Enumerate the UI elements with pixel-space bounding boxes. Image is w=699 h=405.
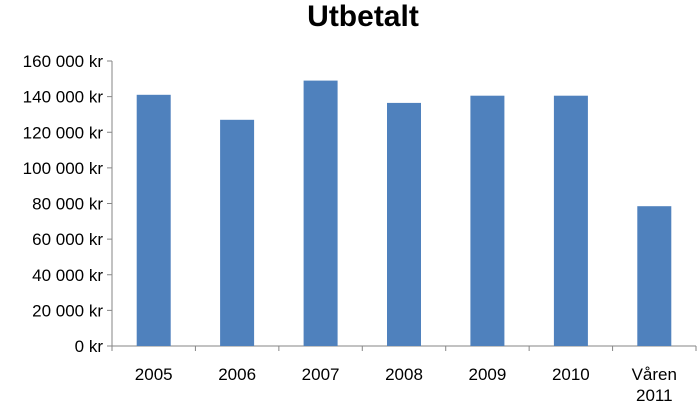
- bar-våren-2011: [637, 206, 672, 346]
- y-tick-label: 0 kr: [75, 337, 104, 356]
- y-tick-label: 40 000 kr: [32, 266, 103, 285]
- x-tick-label: 2007: [302, 365, 340, 384]
- bar-2005: [136, 94, 171, 346]
- y-tick-label: 100 000 kr: [23, 159, 104, 178]
- y-tick-label: 120 000 kr: [23, 123, 104, 142]
- bar-2006: [220, 119, 255, 346]
- bar-2009: [470, 95, 505, 346]
- y-tick-label: 20 000 kr: [32, 301, 103, 320]
- x-tick-label: Våren 2011: [632, 365, 677, 405]
- bar-2007: [303, 80, 338, 346]
- y-tick-label: 140 000 kr: [23, 88, 104, 107]
- bar-2008: [387, 102, 421, 347]
- y-tick-label: 160 000 kr: [23, 52, 104, 71]
- x-tick-label: 2008: [385, 365, 423, 384]
- x-axis-ticks: 2005 2006 2007 2008 2009 2010 Våren 2011: [111, 346, 697, 405]
- x-tick-label: 2006: [218, 365, 256, 384]
- y-tick-label: 80 000 kr: [32, 195, 103, 214]
- y-tick-label: 60 000 kr: [32, 230, 103, 249]
- bars: [136, 80, 672, 347]
- x-tick-label: 2010: [552, 365, 590, 384]
- chart-title: Utbetalt: [307, 0, 419, 33]
- x-tick-label: 2009: [469, 365, 507, 384]
- x-tick-label: 2005: [135, 365, 173, 384]
- bar-2010: [553, 95, 588, 346]
- y-axis-ticks: 0 kr 20 000 kr 40 000 kr 60 000 kr 80 000 kr…: [23, 52, 112, 356]
